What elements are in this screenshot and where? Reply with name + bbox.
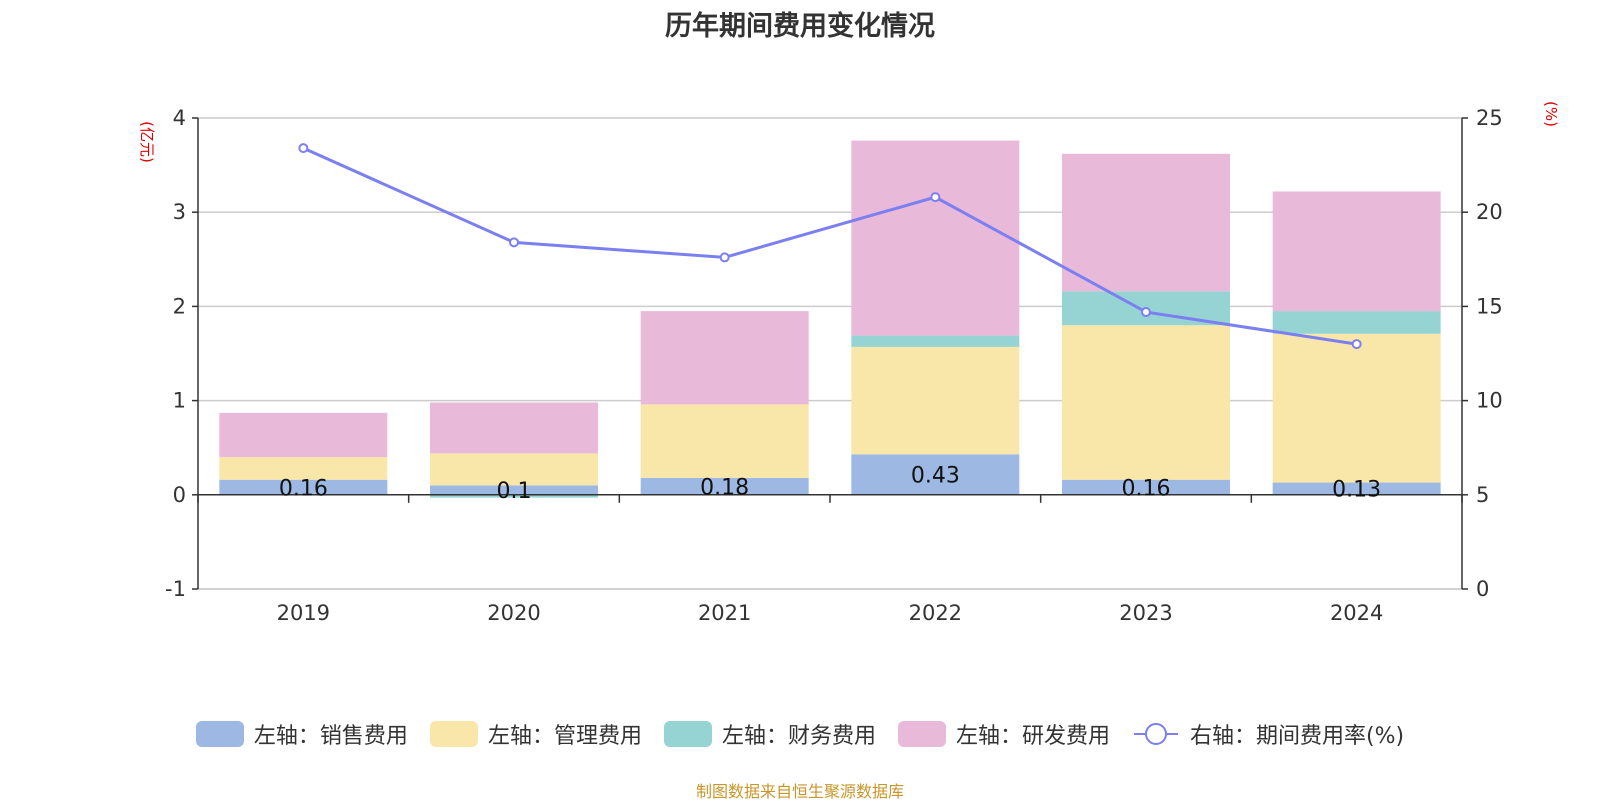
bar-segment-1-2023 — [1062, 325, 1230, 480]
legend-item-sales[interactable]: 左轴：销售费用 — [195, 718, 408, 750]
source-note: 制图数据来自恒生聚源数据库 — [695, 782, 904, 801]
bar-segment-3-2021 — [640, 311, 809, 405]
rate-point-2023 — [1141, 307, 1151, 318]
bar-labels: 0.16 0.1 0.18 0.43 0.16 0.13 — [279, 464, 1381, 505]
legend-label-rnd: 左轴：研发费用 — [955, 724, 1110, 749]
legend-swatch-rnd — [897, 721, 946, 747]
right-tick-label: 15 — [1476, 294, 1503, 318]
legend-item-rate[interactable]: 右轴：期间费用率(%) — [1132, 718, 1404, 750]
right-tick-label: 20 — [1476, 200, 1503, 224]
bar-segment-3-2024 — [1272, 191, 1441, 312]
legend-label-rate: 右轴：期间费用率(%) — [1189, 724, 1405, 749]
category-label: 2021 — [698, 601, 751, 625]
category-label: 2024 — [1330, 601, 1383, 625]
right-tick-label: 25 — [1476, 106, 1503, 130]
bar-segment-3-2023 — [1062, 153, 1230, 292]
legend: 左轴：销售费用 左轴：管理费用 左轴：财务费用 左轴：研发费用 右轴：期间费用率… — [0, 718, 1600, 750]
bar-segment-2-2020 — [430, 494, 598, 498]
bar-segment-0-2024 — [1272, 482, 1441, 495]
right-tick-label: 10 — [1476, 389, 1503, 413]
chart-title: 历年期间费用变化情况 — [665, 11, 935, 42]
bar-segment-1-2022 — [851, 346, 1020, 455]
bar-segment-0-2019 — [219, 479, 388, 495]
legend-label-admin: 左轴：管理费用 — [487, 724, 642, 749]
right-tick-label: 5 — [1476, 483, 1489, 507]
rate-point-2024 — [1351, 339, 1362, 350]
bar-segment-3-2020 — [430, 402, 598, 454]
legend-item-rnd[interactable]: 左轴：研发费用 — [897, 718, 1110, 750]
bar-value-label: 0.18 — [700, 475, 749, 500]
category-label: 2020 — [487, 601, 540, 625]
bar-segment-3-2022 — [851, 140, 1020, 336]
left-tick-label: 3 — [173, 200, 186, 224]
left-tick-label: 0 — [173, 483, 186, 507]
rate-point-2020 — [509, 237, 519, 248]
bar-segment-1-2019 — [219, 457, 388, 480]
left-axis-unit: (亿元) — [138, 121, 156, 163]
bar-value-label: 0.1 — [497, 479, 532, 504]
bar-segment-2-2022 — [851, 335, 1020, 347]
legend-label-sales: 左轴：销售费用 — [253, 724, 408, 749]
rate-point-2021 — [719, 252, 730, 263]
left-tick-label: -1 — [165, 577, 186, 601]
grid-lines — [198, 117, 1462, 590]
bar-value-label: 0.16 — [1122, 476, 1171, 501]
category-label: 2019 — [277, 601, 330, 625]
bar-segment-1-2020 — [430, 453, 598, 486]
legend-swatch-sales — [195, 721, 244, 747]
legend-swatch-admin — [429, 721, 478, 747]
bar-segment-2-2024 — [1272, 311, 1441, 334]
rate-point-2019 — [298, 143, 309, 154]
category-label: 2023 — [1119, 601, 1172, 625]
bar-value-label: 0.13 — [1332, 478, 1381, 503]
bar-segment-0-2022 — [851, 454, 1020, 495]
rate-point-2022 — [930, 192, 941, 203]
legend-item-finance[interactable]: 左轴：财务费用 — [663, 718, 876, 750]
axes: -1 0 1 2 3 4 0 5 10 15 20 25 2019 2020 2021 2022 2023 202… — [138, 101, 1560, 625]
bar-segment-3-2019 — [219, 412, 388, 458]
bar-segment-1-2024 — [1272, 333, 1441, 483]
bar-value-label: 0.16 — [279, 476, 328, 501]
bar-series — [219, 140, 1441, 498]
bar-segment-0-2023 — [1062, 479, 1230, 495]
left-tick-label: 2 — [173, 294, 186, 318]
line-series — [298, 143, 1362, 350]
legend-item-admin[interactable]: 左轴：管理费用 — [429, 718, 642, 750]
bar-segment-0-2021 — [640, 477, 809, 495]
left-tick-label: 4 — [173, 106, 186, 130]
right-tick-label: 0 — [1476, 577, 1489, 601]
rate-line — [302, 146, 1357, 346]
bar-segment-0-2020 — [430, 485, 598, 495]
legend-label-finance: 左轴：财务费用 — [721, 724, 876, 749]
legend-line-icon — [1133, 723, 1178, 745]
right-axis-unit: (%) — [1542, 101, 1560, 127]
legend-swatch-finance — [663, 721, 712, 747]
left-tick-label: 1 — [173, 389, 186, 413]
bar-segment-1-2021 — [640, 404, 809, 478]
category-label: 2022 — [909, 601, 962, 625]
bar-value-label: 0.43 — [911, 464, 960, 489]
